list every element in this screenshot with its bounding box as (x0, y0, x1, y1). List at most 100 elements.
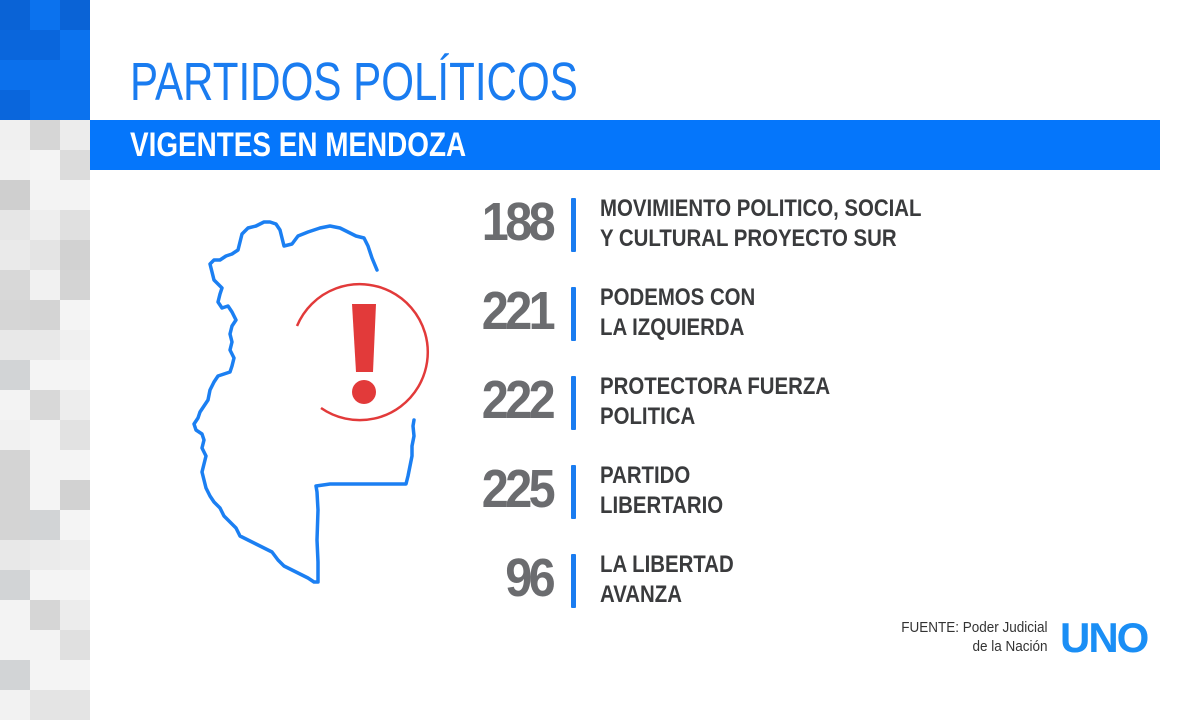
decorative-tile (60, 570, 90, 600)
party-name-line1: PODEMOS CON (600, 284, 756, 311)
decorative-tile (30, 150, 60, 180)
party-name: PODEMOS CON LA IZQUIERDA (600, 283, 755, 343)
separator (571, 376, 576, 430)
decorative-tile (60, 180, 90, 210)
decorative-tile (60, 390, 90, 420)
decorative-tile (60, 30, 90, 60)
party-row: 221 PODEMOS CON LA IZQUIERDA (440, 281, 1000, 341)
decorative-tile (30, 240, 60, 270)
party-name-line2: Y CULTURAL PROYECTO SUR (600, 225, 897, 252)
decorative-tile (60, 600, 90, 630)
alert-circle-arc (295, 282, 429, 422)
decorative-tile (0, 90, 30, 120)
party-name: PARTIDO LIBERTARIO (600, 461, 723, 521)
decorative-tile (0, 570, 30, 600)
decorative-tile (30, 540, 60, 570)
decorative-tile (60, 330, 90, 360)
decorative-tile (30, 480, 60, 510)
decorative-tile (0, 540, 30, 570)
decorative-tile (60, 210, 90, 240)
decorative-tile (30, 90, 60, 120)
decorative-tile (60, 660, 90, 690)
decorative-tile (60, 450, 90, 480)
decorative-tile (30, 600, 60, 630)
mendoza-province-outline-icon (192, 220, 416, 584)
decorative-tile (60, 150, 90, 180)
decorative-tile (0, 420, 30, 450)
decorative-tile (0, 480, 30, 510)
decorative-tile (30, 120, 60, 150)
party-name: PROTECTORA FUERZA POLITICA (600, 372, 830, 432)
decorative-tile (60, 540, 90, 570)
decorative-tile (0, 180, 30, 210)
decorative-tile (0, 390, 30, 420)
decorative-tile (0, 30, 30, 60)
decorative-tile (30, 510, 60, 540)
decorative-tile (30, 300, 60, 330)
party-number: 222 (481, 370, 556, 430)
party-name: MOVIMIENTO POLITICO, SOCIAL Y CULTURAL P… (600, 194, 921, 254)
decorative-tile (60, 300, 90, 330)
party-name-line2: LIBERTARIO (600, 492, 724, 519)
decorative-tile (0, 690, 30, 720)
party-name-line2: AVANZA (600, 581, 682, 608)
decorative-tile (30, 330, 60, 360)
decorative-tile (30, 360, 60, 390)
exclamation-dot (352, 380, 376, 404)
decorative-tile (60, 630, 90, 660)
decorative-tile (0, 270, 30, 300)
separator (571, 465, 576, 519)
decorative-tile (30, 30, 60, 60)
decorative-tile (0, 150, 30, 180)
decorative-tile (0, 510, 30, 540)
decorative-tile (60, 360, 90, 390)
party-name-line1: LA LIBERTAD (600, 551, 734, 578)
party-name-line2: LA IZQUIERDA (600, 314, 745, 341)
decorative-tile (0, 0, 30, 30)
party-row: 188 MOVIMIENTO POLITICO, SOCIAL Y CULTUR… (440, 192, 1000, 252)
decorative-tile (60, 480, 90, 510)
decorative-tile (0, 210, 30, 240)
party-row: 96 LA LIBERTAD AVANZA (440, 548, 1000, 608)
decorative-tile (30, 210, 60, 240)
party-name-line2: POLITICA (600, 403, 696, 430)
decorative-tile (30, 660, 60, 690)
party-row: 225 PARTIDO LIBERTARIO (440, 459, 1000, 519)
party-number: 225 (481, 459, 556, 519)
decorative-tile (0, 120, 30, 150)
decorative-tile (0, 300, 30, 330)
decorative-tile (60, 510, 90, 540)
page-subtitle: VIGENTES EN MENDOZA (130, 126, 467, 164)
mendoza-map-icon (192, 220, 429, 584)
source-credit: FUENTE: Poder Judicial de la Nación (902, 618, 1048, 656)
party-name-line1: PROTECTORA FUERZA (600, 373, 831, 400)
decorative-tile (60, 270, 90, 300)
decorative-tile (30, 270, 60, 300)
exclamation-bar (352, 304, 376, 372)
decorative-tile (60, 60, 90, 90)
party-name-line1: MOVIMIENTO POLITICO, SOCIAL (600, 195, 922, 222)
party-number: 221 (481, 281, 556, 341)
decorative-tile (0, 330, 30, 360)
decorative-tile (30, 390, 60, 420)
party-row: 222 PROTECTORA FUERZA POLITICA (440, 370, 1000, 430)
party-number: 188 (481, 192, 556, 252)
decorative-tile (30, 420, 60, 450)
decorative-tile (0, 60, 30, 90)
decorative-tile (60, 240, 90, 270)
separator (571, 287, 576, 341)
decorative-tile (30, 570, 60, 600)
decorative-tile (60, 120, 90, 150)
party-name-line1: PARTIDO (600, 462, 691, 489)
decorative-tile (60, 690, 90, 720)
decorative-tile (60, 420, 90, 450)
source-line1: FUENTE: Poder Judicial (901, 619, 1048, 636)
decorative-tile (0, 360, 30, 390)
decorative-tile (30, 180, 60, 210)
decorative-tile (30, 690, 60, 720)
decorative-tile (30, 60, 60, 90)
page-title: PARTIDOS POLÍTICOS (130, 52, 578, 112)
separator (571, 554, 576, 608)
party-number: 96 (505, 548, 555, 608)
decorative-tile-strip (0, 0, 90, 720)
